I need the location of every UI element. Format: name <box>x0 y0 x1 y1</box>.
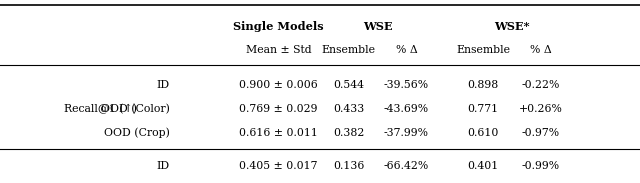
Text: WSE: WSE <box>363 21 392 32</box>
Text: -37.99%: -37.99% <box>384 128 429 138</box>
Text: -0.22%: -0.22% <box>522 80 560 90</box>
Text: Recall@1 (↑): Recall@1 (↑) <box>64 104 137 114</box>
Text: 0.382: 0.382 <box>333 128 365 138</box>
Text: 0.136: 0.136 <box>333 161 365 171</box>
Text: 0.433: 0.433 <box>333 104 364 114</box>
Text: 0.616 ± 0.011: 0.616 ± 0.011 <box>239 128 318 138</box>
Text: 0.769 ± 0.029: 0.769 ± 0.029 <box>239 104 317 114</box>
Text: -39.56%: -39.56% <box>384 80 429 90</box>
Text: -0.97%: -0.97% <box>522 128 560 138</box>
Text: -43.69%: -43.69% <box>384 104 429 114</box>
Text: ID: ID <box>156 80 170 90</box>
Text: 0.900 ± 0.006: 0.900 ± 0.006 <box>239 80 318 90</box>
Text: ID: ID <box>156 161 170 171</box>
Text: 0.544: 0.544 <box>333 80 364 90</box>
Text: % Δ: % Δ <box>530 45 552 55</box>
Text: Ensemble: Ensemble <box>456 45 510 55</box>
Text: WSE*: WSE* <box>494 21 530 32</box>
Text: % Δ: % Δ <box>396 45 417 55</box>
Text: 0.898: 0.898 <box>468 80 499 90</box>
Text: Ensemble: Ensemble <box>322 45 376 55</box>
Text: 0.401: 0.401 <box>468 161 499 171</box>
Text: -0.99%: -0.99% <box>522 161 560 171</box>
Text: Mean ± Std: Mean ± Std <box>246 45 311 55</box>
Text: OOD (Crop): OOD (Crop) <box>104 127 170 138</box>
Text: 0.405 ± 0.017: 0.405 ± 0.017 <box>239 161 317 171</box>
Text: +0.26%: +0.26% <box>519 104 563 114</box>
Text: -66.42%: -66.42% <box>384 161 429 171</box>
Text: Single Models: Single Models <box>233 21 324 32</box>
Text: OOD (Color): OOD (Color) <box>100 104 170 114</box>
Text: 0.610: 0.610 <box>467 128 499 138</box>
Text: 0.771: 0.771 <box>468 104 499 114</box>
